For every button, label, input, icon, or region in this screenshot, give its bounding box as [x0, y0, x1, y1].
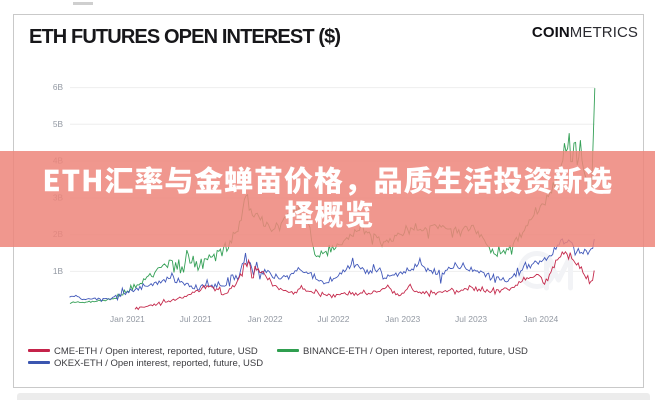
svg-text:1B: 1B	[53, 266, 64, 276]
svg-text:Jan 2021: Jan 2021	[110, 314, 145, 324]
svg-text:Jan 2024: Jan 2024	[523, 314, 558, 324]
svg-text:6B: 6B	[53, 82, 64, 92]
svg-text:Jan 2022: Jan 2022	[248, 314, 283, 324]
svg-text:Jul 2021: Jul 2021	[180, 314, 212, 324]
svg-text:Jul 2022: Jul 2022	[317, 314, 349, 324]
svg-text:Jan 2023: Jan 2023	[385, 314, 420, 324]
svg-text:5B: 5B	[53, 119, 64, 129]
svg-text:Jul 2023: Jul 2023	[455, 314, 487, 324]
